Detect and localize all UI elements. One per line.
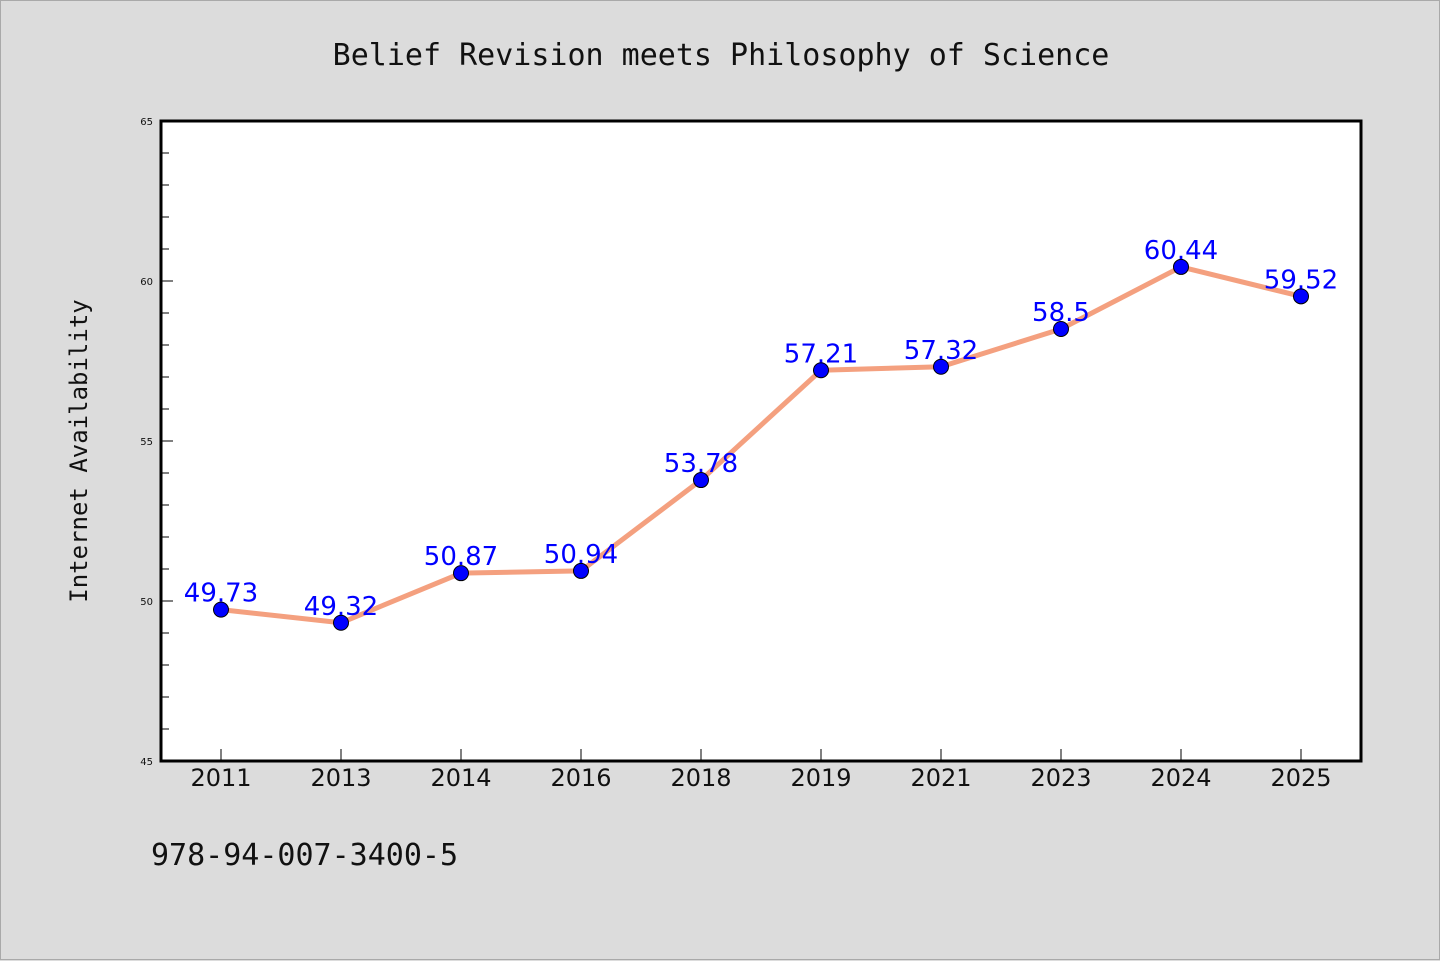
x-tick-label: 2023 xyxy=(1030,764,1091,792)
data-label: 50.94 xyxy=(544,540,618,570)
data-point xyxy=(1293,288,1309,305)
y-tick-label: 50 xyxy=(140,597,153,608)
y-tick-label: 65 xyxy=(140,117,153,128)
isbn-text: 978-94-007-3400-5 xyxy=(151,838,458,873)
data-point xyxy=(573,562,589,579)
x-tick-label: 2011 xyxy=(190,764,251,792)
data-point xyxy=(1173,258,1189,275)
x-tick-label: 2014 xyxy=(430,764,491,792)
data-label: 49.32 xyxy=(304,592,378,622)
series-line xyxy=(218,264,1304,626)
data-label: 58.5 xyxy=(1032,298,1090,328)
x-tick-label: 2019 xyxy=(790,764,851,792)
data-label: 50.87 xyxy=(424,542,498,572)
x-tick-label: 2016 xyxy=(550,764,611,792)
x-tick-label: 2025 xyxy=(1270,764,1331,792)
x-tick-label: 2013 xyxy=(310,764,371,792)
data-label: 49.73 xyxy=(184,579,258,609)
x-tick-label: 2024 xyxy=(1150,764,1211,792)
x-tick-label: 2021 xyxy=(910,764,971,792)
data-point xyxy=(333,614,349,631)
data-label: 53.78 xyxy=(664,449,738,479)
plot-area xyxy=(159,119,1363,763)
data-point xyxy=(813,362,829,379)
y-axis-ticks: 45 50 55 60 65 xyxy=(140,117,173,768)
data-point xyxy=(1053,321,1069,337)
data-label: 57.21 xyxy=(784,339,858,369)
data-label: 60.44 xyxy=(1144,236,1218,266)
x-axis-ticks: 2011 2013 2014 2016 2018 2019 2021 2023 2024 2025 xyxy=(190,749,1332,792)
series-layer: 49.73 49.32 50.87 50.94 53.78 57.21 57.32 58.5 6… xyxy=(184,236,1338,631)
data-point xyxy=(933,358,949,375)
data-point xyxy=(693,472,709,489)
y-tick-label: 55 xyxy=(140,437,153,448)
y-tick-label: 60 xyxy=(140,277,153,288)
y-tick-label: 45 xyxy=(140,757,153,768)
y-axis-title: Internet Availability xyxy=(65,299,93,602)
chart-title: Belief Revision meets Philosophy of Scie… xyxy=(333,38,1110,73)
x-tick-label: 2018 xyxy=(670,764,731,792)
data-label: 59.52 xyxy=(1264,265,1338,295)
data-label: 57.32 xyxy=(904,336,978,366)
data-point xyxy=(213,601,229,618)
data-point xyxy=(453,565,469,582)
